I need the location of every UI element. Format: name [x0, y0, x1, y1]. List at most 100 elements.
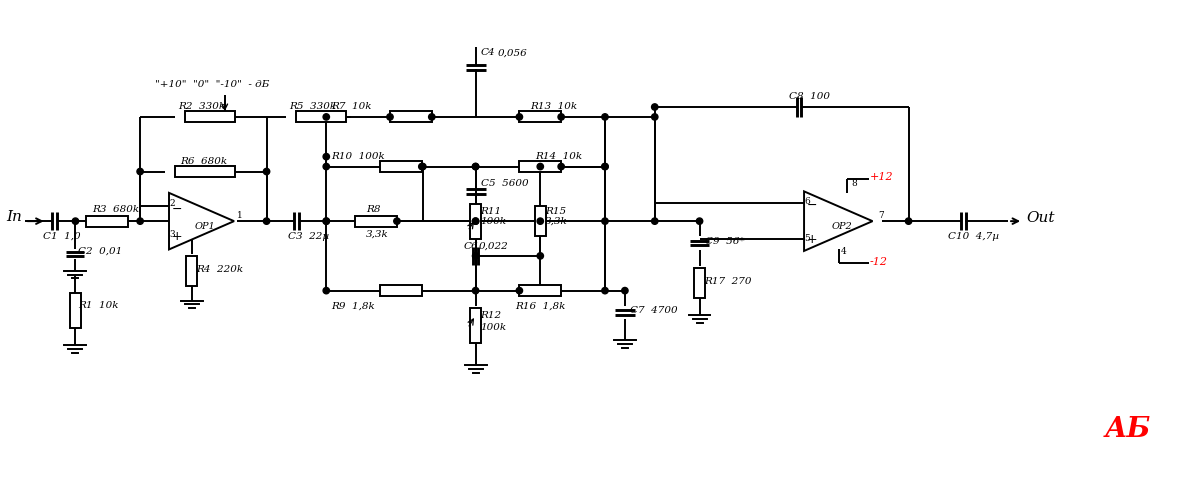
Text: R16  1,8k: R16 1,8k [515, 301, 565, 310]
Text: R10  100k: R10 100k [331, 152, 385, 161]
Text: C1  1,0: C1 1,0 [42, 232, 80, 241]
Text: -12: -12 [870, 257, 888, 267]
Text: +: + [806, 232, 817, 245]
Text: R4  220k: R4 220k [196, 265, 244, 274]
Circle shape [601, 114, 608, 120]
Text: OP2: OP2 [832, 222, 853, 231]
Bar [380, 161, 422, 172]
Text: R3  680k: R3 680k [92, 205, 139, 214]
Circle shape [652, 104, 658, 110]
Circle shape [601, 287, 608, 294]
Circle shape [137, 168, 143, 174]
Text: C10  4,7µ: C10 4,7µ [948, 232, 1000, 241]
Circle shape [263, 218, 270, 224]
Circle shape [601, 163, 608, 170]
Circle shape [428, 114, 434, 120]
Bar [520, 111, 562, 122]
Text: 7: 7 [878, 211, 884, 220]
Text: 3,3k: 3,3k [545, 217, 568, 226]
Text: C8  100: C8 100 [790, 92, 830, 101]
Text: 3: 3 [169, 230, 175, 239]
Bar [175, 166, 235, 177]
Text: C9  56*: C9 56* [704, 237, 744, 246]
Bar [520, 161, 562, 172]
Text: C6: C6 [463, 242, 479, 251]
Polygon shape [169, 193, 234, 250]
Circle shape [696, 218, 703, 224]
Circle shape [394, 218, 400, 224]
Circle shape [538, 253, 544, 259]
Text: C2  0,01: C2 0,01 [78, 247, 122, 256]
Text: 3,3k: 3,3k [366, 230, 389, 239]
Circle shape [323, 114, 330, 120]
Text: 5: 5 [804, 234, 810, 243]
Circle shape [323, 218, 330, 224]
Text: C7  4700: C7 4700 [630, 307, 678, 315]
Bar [86, 215, 128, 227]
Circle shape [473, 163, 479, 170]
Text: 6: 6 [804, 197, 810, 206]
Bar [520, 285, 562, 296]
Bar [694, 268, 706, 297]
Text: Out: Out [1026, 211, 1055, 225]
Bar [296, 111, 346, 122]
Bar [186, 256, 197, 286]
Text: R14  10k: R14 10k [535, 152, 582, 161]
Text: R7  10k: R7 10k [331, 102, 372, 111]
Circle shape [473, 253, 479, 259]
Circle shape [905, 218, 912, 224]
Circle shape [473, 163, 479, 170]
Text: R8: R8 [366, 205, 380, 214]
Text: R2  330k: R2 330k [178, 102, 226, 111]
Text: 1: 1 [236, 211, 242, 220]
Circle shape [652, 218, 658, 224]
Text: R11: R11 [480, 207, 502, 216]
Circle shape [558, 163, 564, 170]
Bar [380, 285, 422, 296]
Text: +: + [172, 229, 182, 242]
Text: R13  10k: R13 10k [530, 102, 577, 111]
Text: 0,022: 0,022 [479, 242, 509, 251]
Polygon shape [804, 191, 872, 251]
Text: +12: +12 [870, 173, 893, 183]
Circle shape [323, 163, 330, 170]
Circle shape [323, 153, 330, 160]
Text: In: In [6, 210, 22, 224]
Circle shape [622, 287, 628, 294]
Bar [185, 111, 235, 122]
Text: R12: R12 [480, 311, 502, 321]
Text: 0,056: 0,056 [498, 48, 527, 57]
Circle shape [538, 218, 544, 224]
Circle shape [473, 218, 479, 224]
Text: 100k: 100k [480, 217, 506, 226]
Text: R5  330k: R5 330k [289, 102, 336, 111]
Text: 2: 2 [169, 199, 175, 208]
Bar [470, 308, 481, 343]
Text: −: − [806, 199, 817, 212]
Bar [355, 215, 397, 227]
Circle shape [323, 218, 330, 224]
Text: 4: 4 [841, 247, 847, 256]
Text: C5  5600: C5 5600 [480, 179, 528, 188]
Circle shape [652, 114, 658, 120]
Text: R1  10k: R1 10k [78, 301, 119, 310]
Circle shape [473, 287, 479, 294]
Circle shape [323, 287, 330, 294]
Circle shape [558, 114, 564, 120]
Circle shape [419, 163, 425, 170]
Bar [470, 204, 481, 239]
Circle shape [538, 163, 544, 170]
Text: 8: 8 [852, 179, 858, 188]
Text: OP1: OP1 [194, 222, 216, 231]
Text: R6  680k: R6 680k [180, 157, 227, 165]
Text: R17  270: R17 270 [704, 277, 752, 286]
Circle shape [601, 163, 608, 170]
Text: C3  22µ: C3 22µ [288, 232, 330, 241]
Text: "+10"  "0"  "-10"  - дБ: "+10" "0" "-10" - дБ [155, 80, 270, 89]
Text: АБ: АБ [1104, 416, 1151, 443]
Bar [70, 293, 80, 328]
Circle shape [420, 163, 426, 170]
Circle shape [473, 218, 479, 224]
Bar [535, 206, 546, 236]
Text: 100k: 100k [480, 323, 506, 332]
